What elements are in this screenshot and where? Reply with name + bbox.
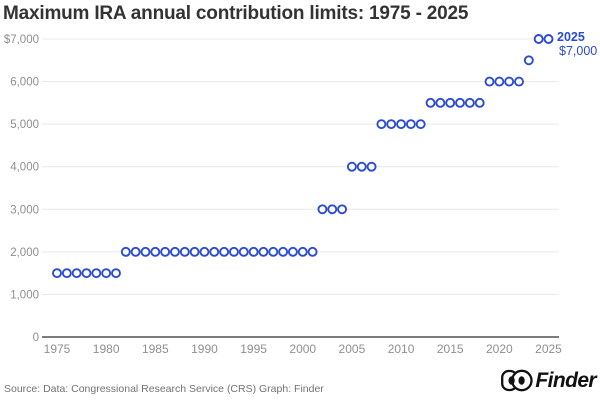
data-point xyxy=(337,204,348,215)
y-tick-label: 2,000 xyxy=(10,247,39,259)
data-point xyxy=(445,97,456,108)
y-tick-label: 3,000 xyxy=(10,204,39,216)
x-tick-label: 1975 xyxy=(44,342,71,356)
x-tick-label: 2005 xyxy=(339,342,366,356)
data-point xyxy=(268,246,279,257)
y-tick-label: 1,000 xyxy=(10,289,39,301)
x-tick-label: 2020 xyxy=(486,342,513,356)
data-point xyxy=(415,119,426,130)
data-point xyxy=(91,268,102,279)
data-point xyxy=(425,97,436,108)
data-point xyxy=(71,268,82,279)
data-point xyxy=(356,161,367,172)
x-tick-label: 2010 xyxy=(388,342,415,356)
y-tick-label: 0 xyxy=(33,332,39,344)
data-point xyxy=(189,246,200,257)
finder-wordmark: Finder xyxy=(535,368,596,392)
x-tick-label: 2015 xyxy=(437,342,464,356)
data-point xyxy=(386,119,397,130)
data-point xyxy=(52,268,62,279)
y-tick-label: $7,000 xyxy=(4,34,39,46)
data-point xyxy=(61,268,72,279)
source-credit: Source: Data: Congressional Research Ser… xyxy=(4,383,324,395)
data-point xyxy=(484,76,495,87)
data-point xyxy=(494,76,505,87)
data-point xyxy=(81,268,92,279)
data-point xyxy=(504,76,515,87)
data-point xyxy=(376,119,387,130)
data-point xyxy=(366,161,377,172)
data-point xyxy=(111,268,121,279)
data-point xyxy=(455,97,465,108)
data-point xyxy=(317,204,328,215)
data-point xyxy=(130,246,141,257)
data-point xyxy=(160,246,171,257)
finder-brand: Finder xyxy=(500,368,597,393)
data-point xyxy=(219,246,230,257)
data-point xyxy=(278,246,289,257)
data-point xyxy=(543,34,554,44)
y-tick-label: 4,000 xyxy=(10,162,39,174)
x-tick-label: 1995 xyxy=(240,342,267,356)
data-point xyxy=(179,246,190,257)
data-point xyxy=(101,268,112,279)
chart-title: Maximum IRA annual contribution limits: … xyxy=(3,3,469,24)
annotation-year: 2025 xyxy=(557,30,585,44)
y-tick-label: 6,000 xyxy=(10,77,39,89)
data-point xyxy=(533,34,544,44)
data-point xyxy=(140,246,151,257)
data-point xyxy=(297,246,308,257)
data-point xyxy=(120,246,131,257)
x-tick-label: 2000 xyxy=(289,342,316,356)
x-tick-label: 2025 xyxy=(535,342,562,356)
x-tick-label: 1990 xyxy=(191,342,218,356)
data-point xyxy=(346,161,357,172)
data-point xyxy=(150,246,161,257)
data-point xyxy=(258,246,269,257)
data-point xyxy=(396,119,406,130)
data-point xyxy=(327,204,338,215)
latest-value-annotation: 2025 $7,000 xyxy=(557,30,597,58)
y-tick-label: 5,000 xyxy=(10,119,39,131)
data-point xyxy=(199,246,210,257)
data-point xyxy=(209,246,220,257)
data-point xyxy=(307,246,318,257)
data-point xyxy=(228,246,239,257)
data-point xyxy=(474,97,485,108)
data-point xyxy=(514,76,524,87)
data-point xyxy=(248,246,259,257)
data-point xyxy=(464,97,475,108)
data-point xyxy=(238,246,249,257)
data-point xyxy=(170,246,180,257)
x-tick-label: 1985 xyxy=(142,342,169,356)
data-point xyxy=(405,119,416,130)
data-point xyxy=(287,246,298,257)
data-point xyxy=(523,55,534,66)
finder-eyes-icon xyxy=(501,369,534,392)
x-tick-label: 1980 xyxy=(93,342,120,356)
annotation-value: $7,000 xyxy=(559,44,598,58)
data-point xyxy=(435,97,446,108)
